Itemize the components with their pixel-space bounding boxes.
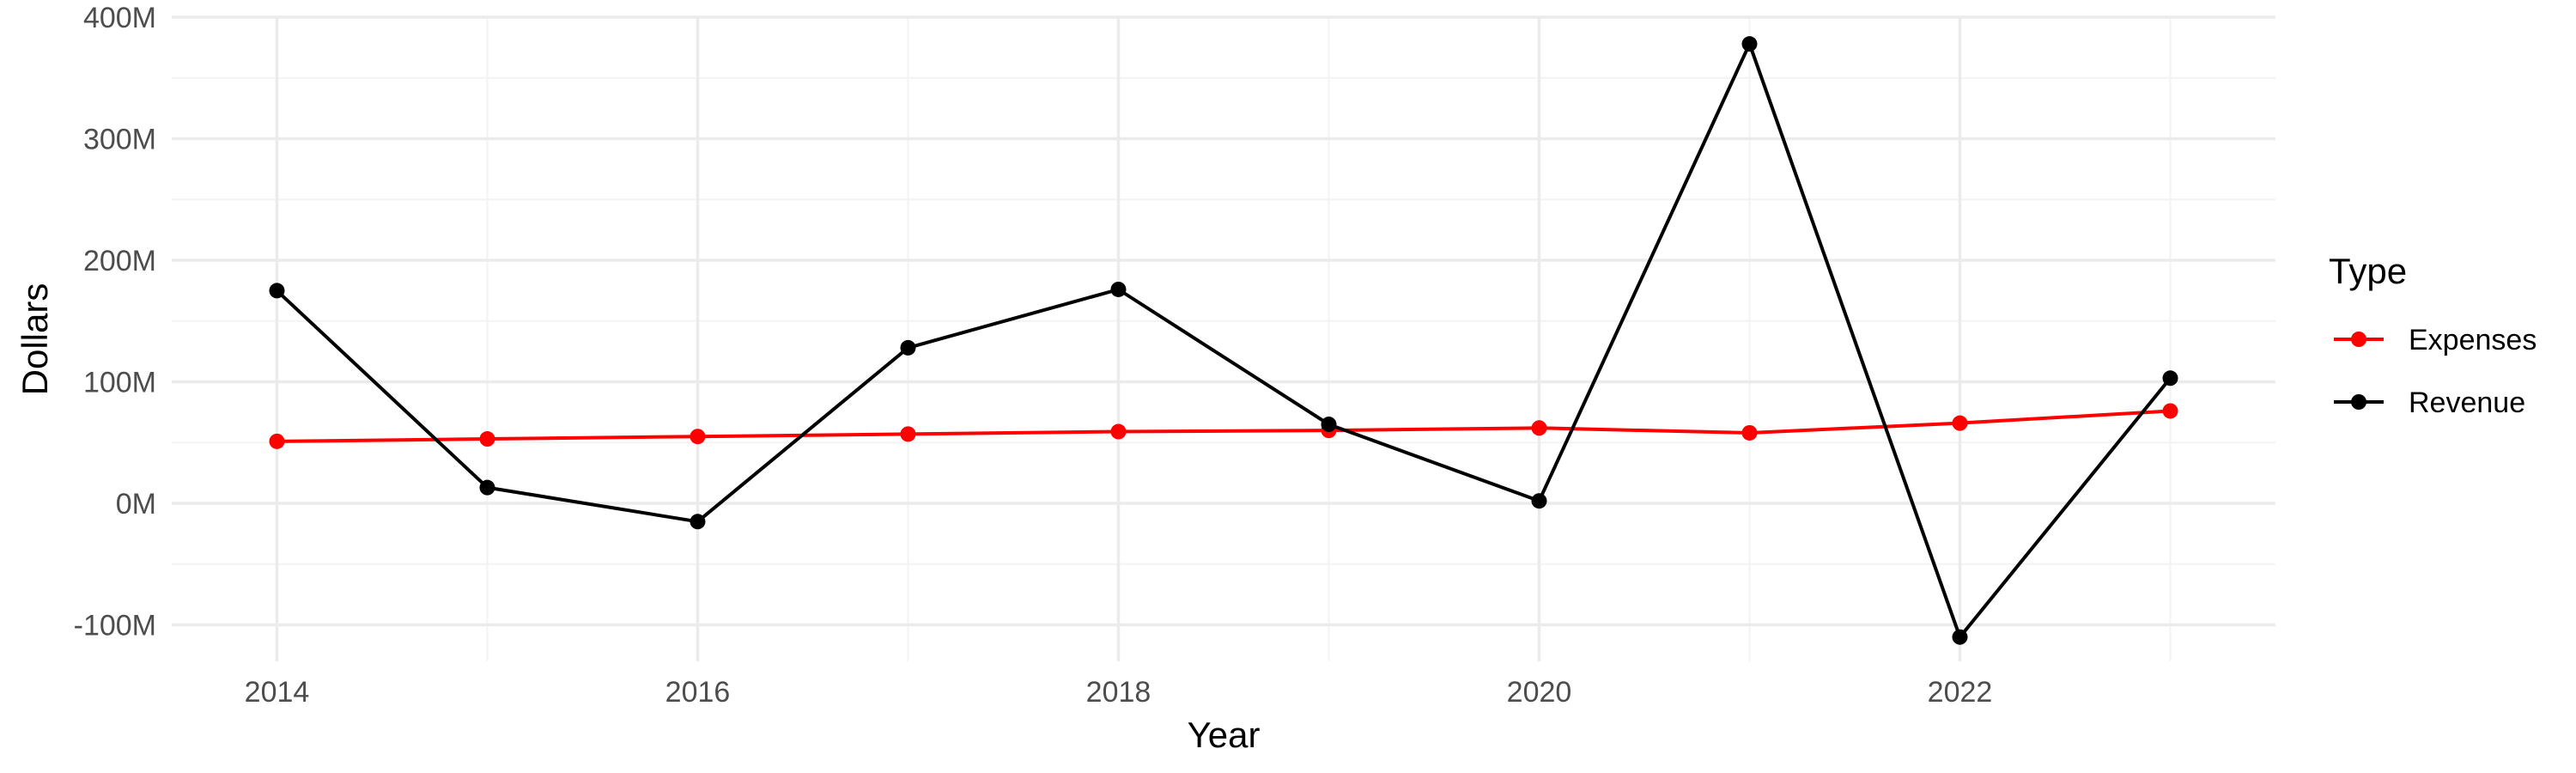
legend-label: Revenue (2409, 386, 2525, 419)
revenue-point (1952, 629, 1968, 645)
legend-item-revenue: Revenue (2334, 386, 2525, 419)
legend-key-point (2351, 332, 2366, 347)
y-axis-title: Dollars (15, 283, 55, 396)
revenue-point (690, 514, 706, 530)
revenue-point (900, 339, 916, 356)
revenue-point (1531, 493, 1547, 509)
legend: Type Expenses Revenue (2329, 251, 2537, 419)
revenue-point (269, 283, 285, 299)
expenses-point (690, 429, 706, 445)
series-revenue (269, 36, 2178, 645)
x-tick-label: 2020 (1507, 676, 1572, 709)
legend-item-expenses: Expenses (2334, 324, 2537, 356)
x-axis-title: Year (1188, 715, 1261, 755)
expenses-point (1741, 424, 1758, 441)
y-tick-label: 0M (116, 488, 156, 520)
y-tick-label: 300M (83, 124, 156, 156)
series (269, 36, 2178, 645)
revenue-point (1110, 281, 1127, 297)
legend-key-point (2351, 394, 2366, 410)
legend-label: Expenses (2409, 324, 2537, 356)
revenue-point (1741, 36, 1758, 52)
revenue-line (276, 42, 2172, 639)
y-tick-label: 400M (83, 2, 156, 34)
x-axis-ticks: 2014 2016 2018 2020 2022 (245, 676, 1993, 709)
expenses-point (900, 426, 916, 442)
revenue-point (1321, 417, 1337, 433)
x-tick-label: 2016 (665, 676, 731, 709)
expenses-point (1952, 415, 1968, 431)
legend-title: Type (2329, 251, 2407, 291)
expenses-line (276, 409, 2171, 443)
x-tick-label: 2018 (1086, 676, 1151, 709)
expenses-point (1110, 423, 1127, 440)
grid (172, 15, 2275, 661)
expenses-point (2162, 403, 2178, 419)
expenses-point (1531, 420, 1547, 436)
expenses-point (479, 431, 495, 447)
y-tick-label: 200M (83, 245, 156, 277)
x-tick-label: 2022 (1928, 676, 1993, 709)
y-tick-label: 100M (83, 367, 156, 399)
expenses-point (269, 433, 285, 449)
revenue-point (479, 479, 495, 496)
y-axis-ticks: -100M 0M 100M 200M 300M 400M (74, 2, 156, 642)
x-tick-label: 2014 (245, 676, 310, 709)
y-tick-label: -100M (74, 610, 156, 642)
revenue-point (2162, 370, 2178, 386)
